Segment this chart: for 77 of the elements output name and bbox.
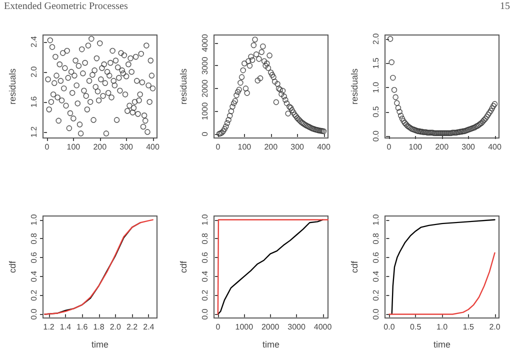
x-tick-label: 200: [264, 142, 278, 152]
y-tick-label: 0.4: [200, 270, 210, 282]
y-axis-title: cdf: [178, 260, 188, 274]
x-tick-label: 4000: [314, 322, 332, 332]
x-tick-label: 1.2: [43, 322, 55, 332]
y-tick-label: 0.0: [30, 308, 38, 320]
line-series: [388, 252, 496, 315]
y-tick-label: 0.0: [372, 130, 380, 142]
x-tick-label: 2.0: [110, 322, 122, 332]
x-tick-label: 2.0: [489, 322, 501, 332]
y-tick-label: 0.8: [200, 232, 210, 244]
x-tick-label: 1.8: [93, 322, 105, 332]
y-tick-label: 0.6: [30, 251, 38, 264]
x-tick-label: 200: [93, 142, 108, 152]
x-tick-label: 200: [435, 142, 450, 152]
x-tick-label: 2.2: [126, 322, 138, 332]
x-tick-label: 1.5: [462, 322, 474, 332]
x-tick-label: 300: [290, 142, 305, 152]
y-tick-label: 2.0: [372, 32, 380, 44]
x-tick-label: 1.4: [60, 322, 72, 332]
y-tick-label: 0.6: [372, 251, 380, 264]
y-axis-title: residuals: [178, 68, 188, 105]
y-tick-label: 0.4: [30, 270, 38, 282]
x-tick-label: 0: [386, 142, 392, 152]
y-axis-title: cdf: [8, 260, 18, 274]
y-tick-label: 0.0: [200, 308, 210, 320]
y-tick-label: 0.2: [30, 289, 38, 301]
y-tick-label: 1000: [200, 102, 210, 120]
y-axis-title: cdf: [350, 260, 360, 274]
x-tick-label: 1.6: [76, 322, 88, 332]
text: Extended Geometric Processes: [4, 1, 128, 12]
y-tick-label: 0.4: [372, 270, 380, 282]
y-tick-label: 0.2: [200, 289, 210, 301]
x-tick-label: 100: [238, 142, 252, 152]
x-tick-label: 300: [120, 142, 134, 152]
y-tick-label: 1.6: [30, 96, 38, 108]
y-tick-label: 0.0: [372, 308, 380, 320]
x-tick-label: 400: [488, 142, 502, 152]
x-tick-label: 400: [317, 142, 331, 152]
x-tick-label: 2.4: [143, 322, 155, 332]
x-tick-label: 400: [146, 142, 160, 152]
y-tick-label: 0: [200, 131, 210, 136]
x-axis-title: time: [91, 340, 109, 350]
x-tick-label: 100: [66, 142, 81, 152]
y-tick-label: 0.8: [372, 232, 380, 244]
x-tick-label: 0: [44, 142, 50, 152]
y-tick-label: 2.4: [30, 36, 38, 48]
x-tick-label: 1000: [235, 322, 254, 332]
line-series: [391, 219, 496, 315]
x-tick-label: 2000: [261, 322, 280, 332]
y-tick-label: 1.0: [372, 81, 380, 94]
y-tick-label: 0.2: [372, 289, 380, 301]
y-tick-label: 1.2: [30, 126, 38, 138]
y-tick-label: 3000: [200, 56, 210, 75]
x-tick-label: 0.0: [384, 322, 396, 332]
y-axis-title: residuals: [8, 68, 18, 105]
y-tick-label: 0.6: [200, 251, 210, 264]
x-tick-label: 100: [408, 142, 423, 152]
y-tick-label: 0.5: [372, 106, 380, 118]
x-tick-label: 3000: [288, 322, 306, 332]
x-tick-label: 1.0: [436, 322, 448, 332]
y-tick-label: 2000: [200, 79, 210, 98]
x-tick-label: 0: [216, 322, 221, 332]
y-tick-label: 2.0: [30, 66, 38, 78]
x-axis-title: time: [433, 340, 451, 350]
x-tick-label: 300: [462, 142, 476, 152]
y-tick-label: 1.0: [372, 214, 380, 226]
y-axis-title: residuals: [350, 68, 360, 105]
text: 15: [500, 1, 510, 12]
y-tick-label: 1.0: [200, 214, 210, 226]
x-axis-title: time: [262, 340, 280, 350]
x-tick-label: 0.5: [410, 322, 422, 332]
y-tick-label: 1.5: [372, 57, 380, 69]
y-tick-label: 0.8: [30, 232, 38, 244]
y-tick-label: 1.0: [30, 214, 38, 226]
x-tick-label: 0: [216, 142, 221, 152]
y-tick-label: 4000: [200, 34, 210, 52]
